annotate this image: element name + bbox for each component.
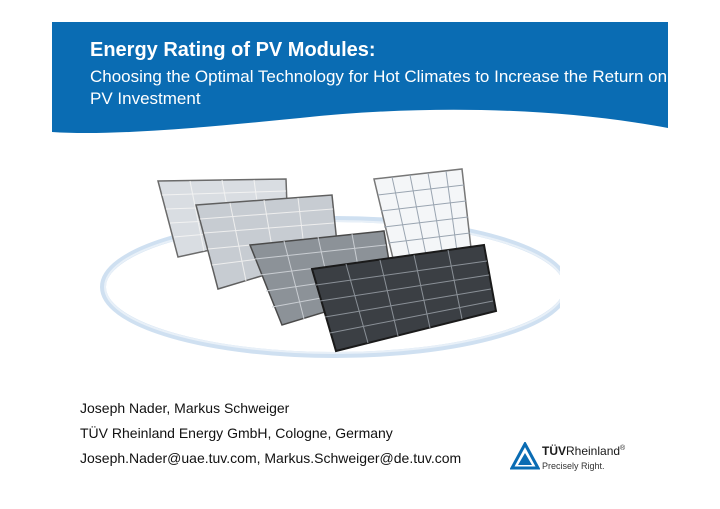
logo-tagline: Precisely Right.	[542, 461, 605, 471]
logo-registered: ®	[620, 445, 626, 452]
title-banner: Energy Rating of PV Modules: Choosing th…	[0, 0, 720, 160]
author-emails: Joseph.Nader@uae.tuv.com, Markus.Schweig…	[80, 450, 462, 466]
logo-brand-rest: Rheinland	[566, 444, 621, 458]
tuv-triangle-icon	[510, 442, 540, 470]
logo-brand-bold: TÜV	[542, 444, 566, 458]
panel-dark	[310, 243, 498, 353]
banner-shape	[52, 22, 668, 134]
solar-panels-illustration	[100, 168, 560, 358]
title-block: Energy Rating of PV Modules: Choosing th…	[90, 38, 690, 110]
author-block: Joseph Nader, Markus Schweiger TÜV Rhein…	[80, 396, 461, 471]
logo-brand: TÜVRheinland®	[542, 444, 625, 458]
tuv-rheinland-logo: TÜVRheinland® Precisely Right.	[510, 440, 650, 480]
panel-white	[373, 168, 473, 272]
author-affiliation: TÜV Rheinland Energy GmbH, Cologne, Germ…	[80, 425, 393, 441]
author-names: Joseph Nader, Markus Schweiger	[80, 400, 290, 416]
presentation-subtitle: Choosing the Optimal Technology for Hot …	[90, 67, 668, 108]
presentation-title: Energy Rating of PV Modules:	[90, 39, 376, 61]
